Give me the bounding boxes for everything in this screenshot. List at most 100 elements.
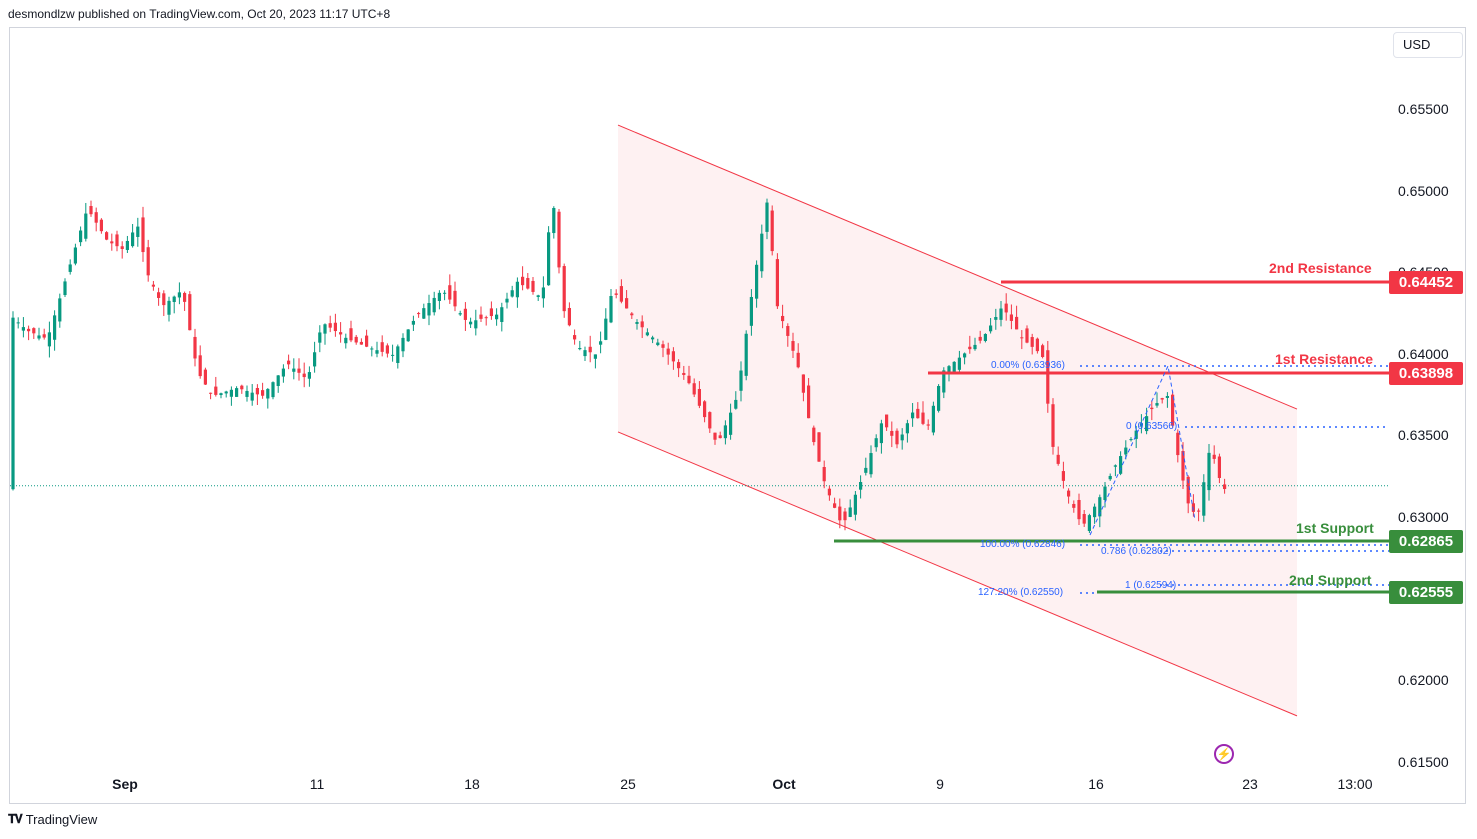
resistance-2-price-tag: 0.64452 <box>1389 271 1463 294</box>
candle-body <box>42 334 46 338</box>
candle-body <box>770 210 774 252</box>
candle-body <box>63 281 67 296</box>
candle-body <box>1134 430 1138 439</box>
candle-body <box>141 217 145 253</box>
candle-body <box>1217 456 1221 479</box>
candle-body <box>266 388 270 399</box>
tradingview-logo-icon: 𝐓𝐕 <box>8 812 23 826</box>
candle-body <box>957 357 961 370</box>
candle-body <box>604 318 608 340</box>
candle-body <box>229 389 233 397</box>
candle-body <box>385 345 389 354</box>
candle-body <box>786 326 790 336</box>
candle-body <box>599 341 603 345</box>
candle-body <box>1223 484 1227 490</box>
candle-body <box>765 202 769 232</box>
lightning-icon[interactable]: ⚡ <box>1214 744 1234 764</box>
candle-body <box>349 328 353 341</box>
candle-body <box>219 393 223 396</box>
candle-body <box>1155 403 1159 406</box>
candle-body <box>1176 432 1180 456</box>
tradingview-logo-text: TradingView <box>25 812 98 827</box>
candle-body <box>495 314 499 320</box>
fib-ext-label-786: 0.786 (0.62802) <box>1101 546 1172 557</box>
candle-body <box>942 370 946 393</box>
channel-fill <box>618 125 1297 716</box>
candle-body <box>843 511 847 521</box>
candle-body <box>489 308 493 317</box>
candle-body <box>729 412 733 435</box>
candle-body <box>879 423 883 444</box>
candle-body <box>541 287 545 299</box>
candle-body <box>1035 338 1039 352</box>
candle-body <box>874 438 878 448</box>
candle-body <box>864 467 868 473</box>
candle-body <box>453 290 457 307</box>
candle-body <box>131 232 135 247</box>
candle-body <box>1129 439 1133 441</box>
candle-body <box>614 293 618 295</box>
candle-body <box>755 264 759 299</box>
candle-body <box>261 390 265 396</box>
candle-body <box>255 387 259 395</box>
candle-body <box>911 412 915 419</box>
candle-body <box>640 321 644 328</box>
candle-body <box>760 233 764 272</box>
candle-body <box>1186 476 1190 504</box>
candle-body <box>1108 475 1112 480</box>
resistance-2-label: 2nd Resistance <box>1269 260 1372 276</box>
candle-body <box>1197 510 1201 512</box>
candle-body <box>333 322 337 332</box>
candle-body <box>526 278 530 289</box>
candle-body <box>1150 407 1154 410</box>
candle-body <box>931 405 935 433</box>
candle-body <box>406 329 410 342</box>
candle-body <box>718 435 722 439</box>
candle-body <box>588 346 592 353</box>
candle-body <box>193 336 197 359</box>
candle-body <box>1171 394 1175 426</box>
price-axis-label: 0.61500 <box>1398 754 1449 770</box>
candle-body <box>136 226 140 237</box>
candle-body <box>531 280 535 292</box>
time-axis-label: Oct <box>772 776 796 792</box>
tradingview-logo[interactable]: 𝐓𝐕 TradingView <box>8 812 97 827</box>
candle-body <box>978 336 982 341</box>
candle-body <box>656 342 660 346</box>
candle-body <box>53 315 57 340</box>
candle-body <box>937 385 941 411</box>
price-axis-label: 0.63000 <box>1398 509 1449 525</box>
candle-body <box>94 212 98 223</box>
candle-body <box>926 424 930 426</box>
candle-body <box>1207 452 1211 491</box>
support-1-price-tag: 0.62865 <box>1389 530 1463 553</box>
candle-body <box>900 434 904 441</box>
candle-body <box>417 313 421 315</box>
candle-body <box>318 332 322 343</box>
candle-body <box>1181 450 1185 481</box>
candle-body <box>630 313 634 316</box>
candle-body <box>250 392 254 401</box>
candle-body <box>183 292 187 302</box>
currency-button[interactable]: USD <box>1393 32 1463 58</box>
candle-body <box>68 264 72 272</box>
candle-body <box>552 207 556 234</box>
candle-body <box>391 354 395 356</box>
candle-body <box>27 328 31 332</box>
support-2-price-tag: 0.62555 <box>1389 581 1463 604</box>
candle-body <box>1212 454 1216 459</box>
candle-body <box>188 294 192 331</box>
candle-body <box>448 285 452 300</box>
candle-body <box>287 360 291 365</box>
candle-body <box>625 298 629 309</box>
candle-body <box>983 333 987 342</box>
candle-body <box>224 391 228 394</box>
candle-body <box>1046 350 1050 404</box>
candle-body <box>401 337 405 352</box>
candle-body <box>474 320 478 329</box>
candle-body <box>79 230 83 243</box>
candle-body <box>796 352 800 368</box>
candle-body <box>619 286 623 302</box>
candle-body <box>1087 515 1091 531</box>
